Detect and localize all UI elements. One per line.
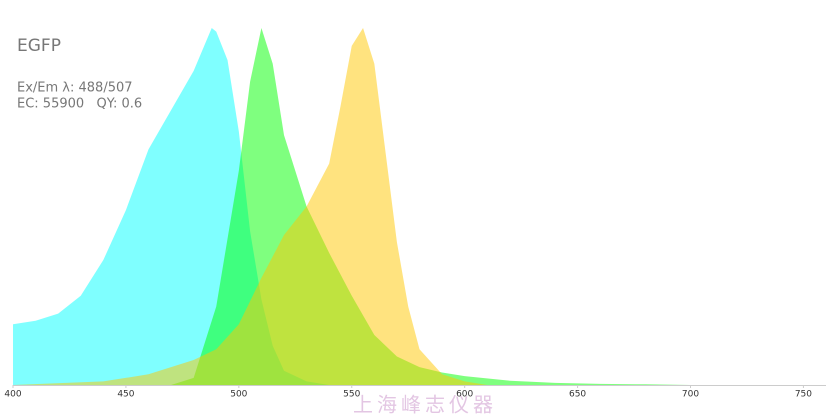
plot-area (13, 28, 691, 385)
x-tick-label: 550 (343, 390, 360, 400)
chart-title: EGFP (17, 36, 61, 56)
x-tick-label: 500 (230, 390, 247, 400)
annotation: EC: 55900 QY: 0.6 (17, 97, 142, 112)
x-tick-label: 750 (795, 390, 812, 400)
spectrum-area (13, 28, 488, 385)
x-tick-label: 600 (456, 390, 473, 400)
x-tick-label: 400 (4, 390, 21, 400)
annotation: Ex/Em λ: 488/507 (17, 81, 133, 96)
x-tick-label: 650 (569, 390, 586, 400)
x-tick-label: 450 (117, 390, 134, 400)
x-tick-label: 700 (682, 390, 699, 400)
watermark: 上海峰志仪器 (353, 393, 497, 417)
